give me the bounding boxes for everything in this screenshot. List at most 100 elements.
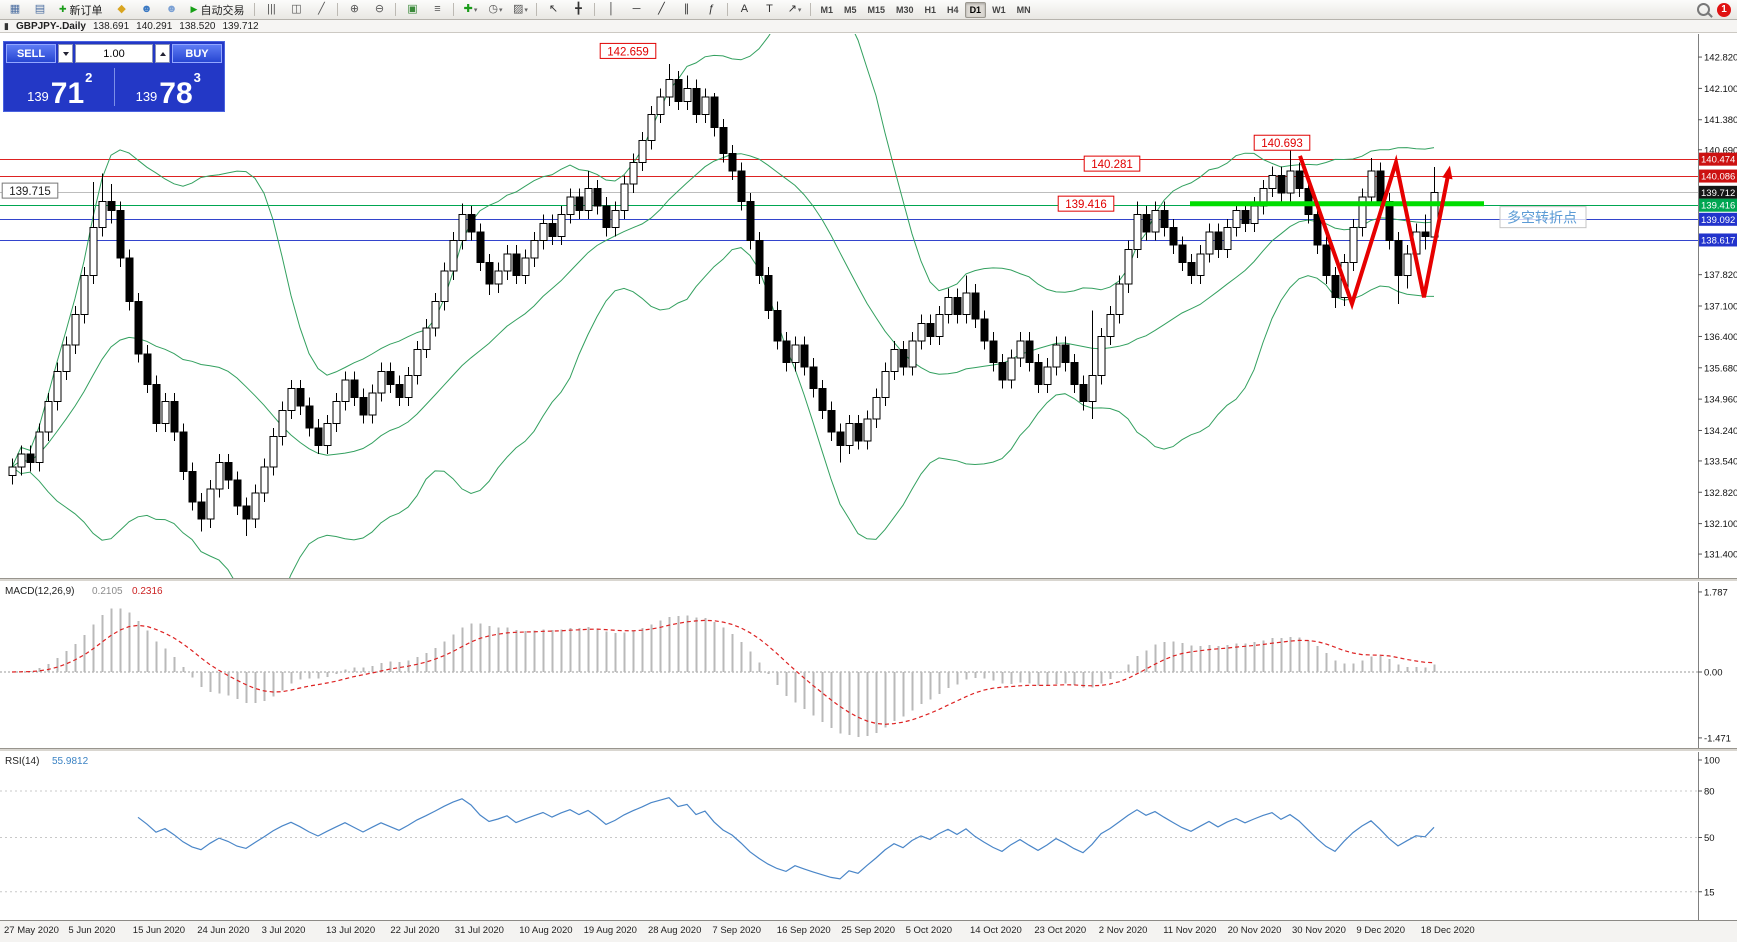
volume-decrease-button[interactable] xyxy=(58,44,73,63)
arrowhead-icon xyxy=(1442,165,1453,180)
candlestick-icon: ▮ xyxy=(4,20,9,31)
svg-text:140.693: 140.693 xyxy=(1261,138,1303,150)
notification-badge[interactable]: 1 xyxy=(1717,2,1731,17)
timeframe-m1-button[interactable]: M1 xyxy=(820,4,833,15)
candles-chart-icon[interactable]: ◫ xyxy=(291,3,302,15)
sell-price-display[interactable]: 139 71 2 xyxy=(6,65,114,109)
data-window-icon[interactable]: ◆ xyxy=(117,3,126,15)
sell-button[interactable]: SELL xyxy=(6,44,56,63)
timeframe-m30-button[interactable]: M30 xyxy=(896,4,914,15)
line-chart-icon[interactable]: ╱ xyxy=(318,3,325,15)
price-axis[interactable]: 142.820 142.100 141.380 140.690 137.820 137.1… xyxy=(1698,34,1737,578)
price-callout-label[interactable]: 140.281 xyxy=(1083,155,1141,172)
channel-icon[interactable]: ∥ xyxy=(683,3,690,15)
templates-icon[interactable]: ▨ ▾ xyxy=(513,3,528,15)
label-icon[interactable]: T xyxy=(766,3,773,15)
buy-price-display[interactable]: 139 78 3 xyxy=(115,65,223,109)
date-label: 23 Oct 2020 xyxy=(1034,925,1087,936)
periods-icon[interactable]: ◷ ▾ xyxy=(488,3,503,15)
panel-splitter[interactable] xyxy=(0,748,1737,752)
buy-button[interactable]: BUY xyxy=(172,44,222,63)
volume-increase-button[interactable] xyxy=(155,44,170,63)
date-label: 20 Nov 2020 xyxy=(1227,925,1282,936)
one-click-trading-panel: SELL BUY 139 71 2 139 78 3 xyxy=(3,41,225,112)
timeframe-m5-button[interactable]: M5 xyxy=(843,4,857,15)
price-callout-label[interactable]: 140.693 xyxy=(1253,134,1311,151)
crosshair-icon[interactable]: ╋ xyxy=(575,3,582,15)
toolbar-items: ▦ ▤ ✚ 新订单 ◆ ☻ ☻ ▶ 自动交易 ||| ◫ ╱ ⊕ ⊖ ▣ ≡ ✚ ▾ ◷ ▾ ▨ ▾ ↖ ╋ │ ─ ╱ ∥ ƒ A T ↗ ▾… xyxy=(3,1,1036,19)
up-arrow-icon xyxy=(159,51,166,56)
svg-text:50: 50 xyxy=(1704,833,1715,844)
chart-list-icon[interactable]: ≡ xyxy=(434,3,441,15)
new-order-button[interactable]: ✚ 新订单 xyxy=(53,1,109,19)
main-chart-canvas[interactable]: 142.659 140.693 140.281 139.416 139.715 多空转折点… xyxy=(0,34,1737,578)
volume-input[interactable] xyxy=(75,44,153,63)
svg-text:80: 80 xyxy=(1704,787,1715,798)
sell-price-pip: 2 xyxy=(85,70,93,85)
svg-text:0.2316: 0.2316 xyxy=(132,586,163,597)
quote-divider xyxy=(113,68,115,106)
svg-text:139.712: 139.712 xyxy=(1701,188,1735,199)
price-callout-label[interactable]: 142.659 xyxy=(599,42,657,59)
timeframe-mn-button[interactable]: MN xyxy=(1016,4,1031,15)
timeframe-d1-button[interactable]: D1 xyxy=(964,1,987,18)
date-label: 5 Oct 2020 xyxy=(905,925,953,936)
zoom-out-icon[interactable]: ⊖ xyxy=(374,3,385,15)
vertical-line-icon[interactable]: │ xyxy=(608,3,615,15)
ohlc-close: 139.712 xyxy=(222,20,259,32)
timeframe-w1-button[interactable]: W1 xyxy=(992,4,1006,15)
date-label: 28 Aug 2020 xyxy=(648,925,702,936)
svg-text:141.380: 141.380 xyxy=(1704,115,1737,126)
cursor-icon[interactable]: ↖ xyxy=(548,3,559,15)
ohlc-low: 138.520 xyxy=(179,20,216,32)
fibonacci-icon[interactable]: ƒ xyxy=(708,3,715,15)
down-arrow-icon xyxy=(62,51,69,56)
timeframe-m15-button[interactable]: M15 xyxy=(867,4,886,15)
price-callout-label[interactable]: 139.715 xyxy=(1,182,59,199)
new-order-button-label: 新订单 xyxy=(69,4,103,17)
bars-chart-icon[interactable]: ||| xyxy=(267,3,276,15)
price-callout-label[interactable]: 139.416 xyxy=(1057,195,1115,212)
market-watch-icon[interactable]: ☻ xyxy=(140,3,153,15)
time-axis[interactable]: 27 May 2020 5 Jun 2020 15 Jun 2020 24 Jun 2… xyxy=(0,920,1737,942)
search-icon[interactable] xyxy=(1697,3,1710,16)
auto-trading-button-icon: ▶ xyxy=(190,4,198,14)
note-label[interactable]: 多空转折点 xyxy=(1499,206,1587,229)
toolbar-separator xyxy=(453,3,455,16)
svg-text:137.820: 137.820 xyxy=(1704,270,1737,281)
toolbar-separator xyxy=(810,3,812,16)
svg-text:55.9812: 55.9812 xyxy=(52,756,89,767)
navigator-icon[interactable]: ☻ xyxy=(165,3,178,15)
candlestick-series xyxy=(8,64,1439,536)
arrows-icon[interactable]: ↗ ▾ xyxy=(787,3,802,15)
toolbar-separator xyxy=(594,3,596,16)
svg-text:139.416: 139.416 xyxy=(1065,199,1107,211)
rsi-axis[interactable]: 100 80 50 15 xyxy=(1698,752,1720,920)
timeframe-h1-button[interactable]: H1 xyxy=(924,4,937,15)
trendline-icon[interactable]: ╱ xyxy=(658,3,665,15)
zigzag-arrow-annotation[interactable] xyxy=(1298,154,1453,311)
date-label: 31 Jul 2020 xyxy=(454,925,504,936)
sell-price-prefix: 139 xyxy=(27,89,49,104)
new-chart-icon[interactable]: ▦ xyxy=(9,3,21,15)
macd-axis[interactable]: 1.787 0.00 -1.471 xyxy=(1698,582,1731,748)
buy-price-big: 78 xyxy=(159,76,193,110)
text-icon[interactable]: A xyxy=(740,3,749,15)
svg-text:136.400: 136.400 xyxy=(1704,332,1737,343)
chart-profiles-icon[interactable]: ▤ xyxy=(34,3,46,15)
buy-price-prefix: 139 xyxy=(135,89,158,104)
date-label: 11 Nov 2020 xyxy=(1163,925,1217,936)
svg-text:139.715: 139.715 xyxy=(9,186,51,198)
zoom-in-icon[interactable]: ⊕ xyxy=(349,3,360,15)
horizontal-line-icon[interactable]: ─ xyxy=(632,3,641,15)
add-indicator-icon[interactable]: ✚ ▾ xyxy=(463,3,478,15)
svg-text:多空转折点: 多空转折点 xyxy=(1507,210,1577,226)
toolbar-separator xyxy=(395,3,397,16)
auto-trading-button[interactable]: ▶ 自动交易 xyxy=(185,1,251,19)
date-label: 15 Jun 2020 xyxy=(132,925,186,936)
timeframe-h4-button[interactable]: H4 xyxy=(947,4,959,15)
panel-splitter[interactable] xyxy=(0,578,1737,582)
date-label: 5 Jun 2020 xyxy=(68,925,116,936)
tile-windows-icon[interactable]: ▣ xyxy=(407,3,418,15)
